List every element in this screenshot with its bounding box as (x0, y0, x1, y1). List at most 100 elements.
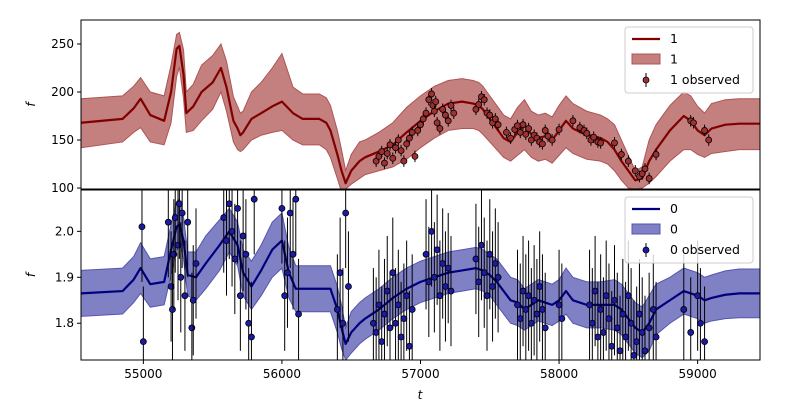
observed-point (184, 218, 192, 226)
observed-point (419, 115, 427, 123)
observed-point (417, 121, 424, 129)
axes-frame (80, 19, 761, 190)
confidence-band (81, 198, 760, 360)
observed-point (586, 301, 593, 309)
observed-point (436, 292, 444, 300)
observed-point (525, 292, 532, 300)
legend: 0 0 0 observed (624, 196, 754, 264)
observed-point (444, 117, 452, 125)
plot-area (81, 190, 760, 360)
observed-point (139, 338, 147, 346)
observed-point (514, 301, 521, 309)
observed-point (694, 292, 702, 300)
observed-point (406, 134, 413, 142)
legend-marker-swatch (642, 76, 650, 84)
observed-point (436, 125, 444, 132)
observed-point (422, 250, 430, 258)
observed-point (223, 237, 230, 244)
observed-point (181, 292, 189, 300)
observed-point (597, 139, 605, 147)
legend-entry: 1 (670, 31, 678, 46)
observed-point (234, 204, 241, 212)
legend-box (624, 26, 754, 94)
observed-point (189, 296, 197, 304)
observed-point (175, 200, 183, 208)
observed-point (627, 319, 635, 327)
legend-box (624, 196, 754, 264)
observed-point (225, 200, 233, 208)
observed-point (544, 132, 552, 140)
observed-point (594, 333, 602, 341)
observed-point (397, 333, 405, 341)
observed-point (236, 292, 244, 300)
observed-point (433, 246, 441, 254)
observed-point (442, 283, 449, 290)
confidence-band (81, 31, 760, 189)
observed-point (245, 319, 253, 327)
observed-point (697, 319, 704, 327)
bottom-panel: 1.8 1.9 2.0 55000 56000 57000 58000 59000 f 0 0 0 o… (24, 189, 761, 381)
observed-point (339, 319, 347, 327)
observed-point (494, 273, 502, 281)
legend-entry: 0 (670, 201, 678, 216)
observed-point (516, 315, 524, 323)
observed-point (613, 324, 621, 332)
observed-point (633, 338, 641, 346)
y-tick-label: 150 (51, 133, 74, 147)
y-tick-label: 1.9 (55, 270, 74, 284)
plot-area (81, 31, 760, 189)
observed-point (394, 136, 402, 144)
observed-point (386, 324, 394, 332)
observed-point (491, 115, 499, 123)
y-tick-label: 200 (51, 85, 74, 99)
legend-band-swatch (631, 53, 661, 65)
observed-point (507, 134, 514, 142)
observed-point (608, 342, 616, 350)
observed-point (248, 333, 255, 341)
observed-point (408, 306, 416, 313)
observed-point (171, 214, 179, 221)
observed-point (605, 315, 613, 323)
y-tick-label: 2.0 (55, 224, 74, 238)
observed-point (480, 96, 488, 104)
observed-point (284, 269, 291, 277)
y-tick-label: 100 (51, 181, 74, 195)
observed-point (602, 292, 610, 300)
observed-point (600, 329, 607, 336)
observed-point (652, 333, 660, 341)
observed-point (239, 232, 247, 240)
observed-point (345, 283, 352, 290)
observed-point (369, 319, 377, 327)
observed-point (383, 287, 391, 295)
observed-point (527, 319, 535, 327)
observed-point (616, 347, 624, 355)
observed-point (530, 296, 538, 304)
observed-point (439, 105, 447, 113)
observed-point (403, 140, 411, 148)
observed-point (378, 338, 386, 346)
observed-point (378, 148, 386, 155)
observed-point (447, 102, 455, 109)
observed-point (536, 283, 544, 290)
y-tick-label: 1.8 (55, 316, 74, 330)
observed-point (687, 329, 695, 336)
observed-point (519, 287, 527, 295)
observed-point (278, 204, 286, 212)
observed-point (555, 126, 563, 133)
observed-point (178, 209, 186, 217)
observed-point (425, 96, 433, 104)
observed-point (583, 129, 591, 137)
observed-point (177, 273, 185, 281)
observed-point (389, 154, 397, 162)
observed-point (433, 119, 441, 127)
observed-point (169, 306, 176, 313)
observed-point (690, 119, 697, 127)
observed-point (541, 127, 549, 134)
observed-point (705, 136, 713, 144)
observed-point (400, 157, 408, 165)
observed-point (447, 287, 455, 295)
legend-entry: 1 (670, 52, 678, 67)
observed-point (618, 151, 625, 158)
